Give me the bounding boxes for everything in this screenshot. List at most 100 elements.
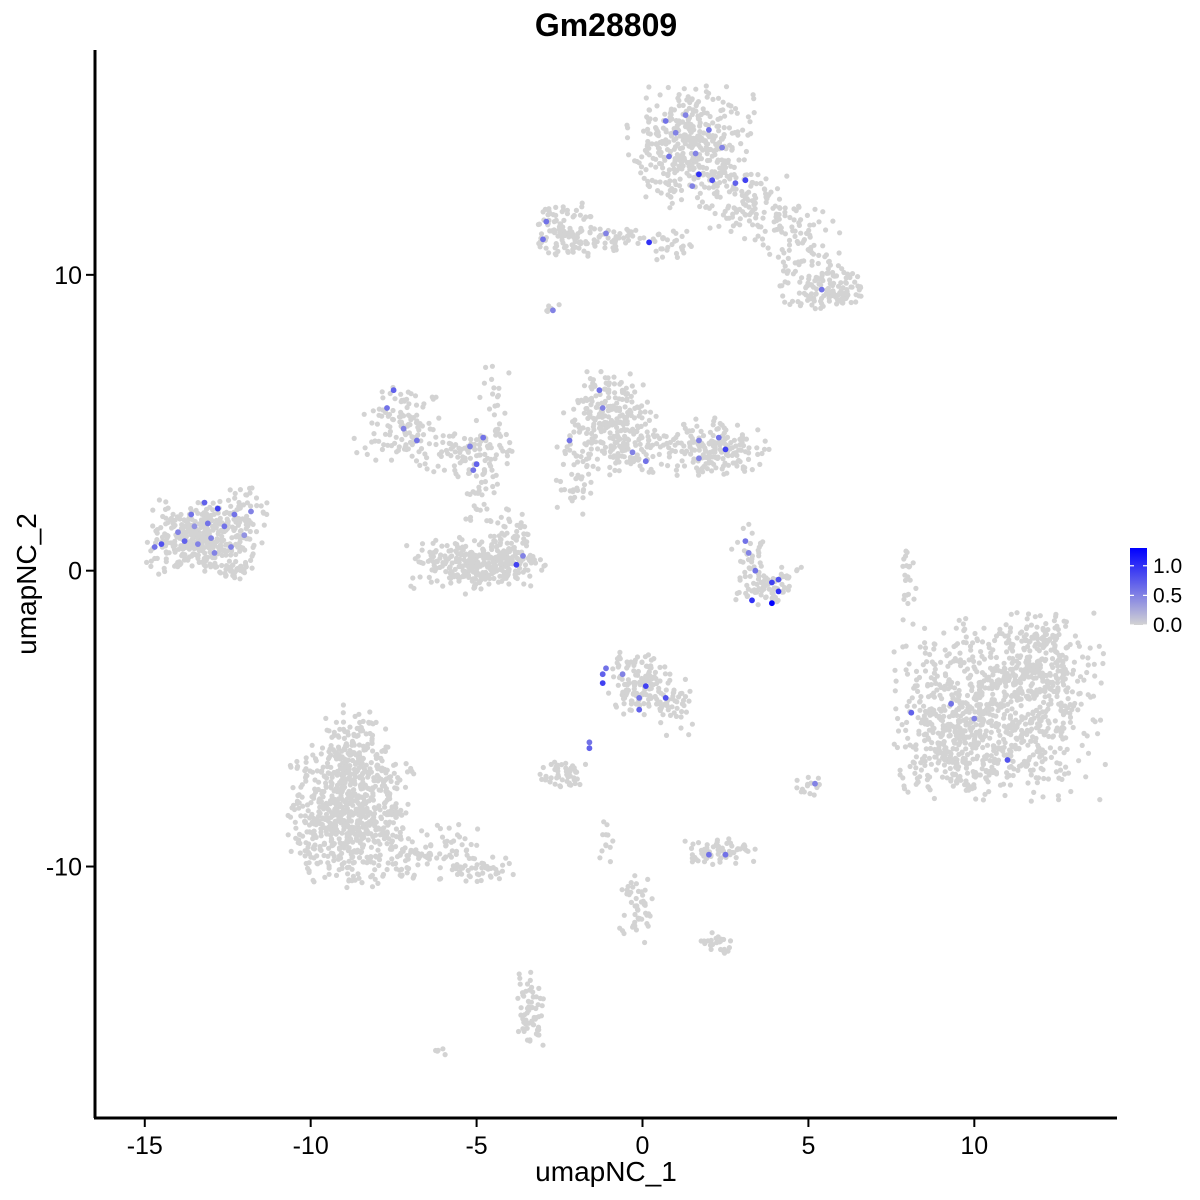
background-cell-point bbox=[1050, 733, 1056, 739]
background-cell-point bbox=[930, 725, 936, 731]
background-cell-point bbox=[356, 875, 362, 881]
background-cell-point bbox=[497, 566, 503, 573]
background-cell-point bbox=[938, 659, 944, 665]
background-cell-point bbox=[673, 118, 679, 124]
background-cell-point bbox=[743, 148, 750, 155]
background-cell-point bbox=[451, 838, 457, 844]
background-cell-point bbox=[555, 248, 561, 254]
background-cell-point bbox=[984, 702, 990, 708]
background-cell-point bbox=[408, 765, 414, 772]
background-cell-point bbox=[538, 231, 545, 237]
background-cell-point bbox=[487, 555, 493, 561]
background-cell-point bbox=[907, 763, 913, 770]
background-cell-point bbox=[1025, 780, 1031, 786]
background-cell-point bbox=[1053, 672, 1059, 679]
background-cell-point bbox=[501, 548, 507, 554]
background-cell-point bbox=[1025, 611, 1032, 617]
background-cell-point bbox=[722, 113, 728, 119]
background-cell-point bbox=[1035, 775, 1042, 781]
background-cell-point bbox=[663, 732, 670, 739]
background-cell-point bbox=[598, 426, 604, 432]
background-cell-point bbox=[838, 288, 844, 294]
background-cell-point bbox=[939, 774, 946, 780]
background-cell-point bbox=[240, 516, 246, 522]
background-cell-point bbox=[746, 189, 752, 195]
background-cell-point bbox=[743, 590, 749, 597]
background-cell-point bbox=[904, 703, 910, 709]
background-cell-point bbox=[709, 203, 715, 209]
background-cell-point bbox=[163, 499, 169, 505]
background-cell-point bbox=[219, 562, 225, 569]
background-cell-point bbox=[911, 596, 917, 602]
background-cell-point bbox=[961, 759, 967, 765]
background-cell-point bbox=[682, 676, 689, 683]
background-cell-point bbox=[1043, 650, 1049, 656]
background-cell-point bbox=[185, 520, 191, 526]
background-cell-point bbox=[677, 165, 684, 171]
background-cell-point bbox=[1018, 653, 1024, 659]
background-cell-point bbox=[303, 772, 309, 778]
background-cell-point bbox=[715, 426, 721, 432]
background-cell-point bbox=[755, 451, 761, 457]
background-cell-point bbox=[434, 578, 440, 584]
background-cell-point bbox=[311, 879, 317, 885]
background-cell-point bbox=[948, 776, 954, 782]
background-cell-point bbox=[645, 178, 651, 184]
background-cell-point bbox=[749, 530, 755, 536]
background-cell-point bbox=[309, 811, 315, 817]
background-cell-point bbox=[645, 138, 651, 145]
background-cell-point bbox=[1072, 700, 1078, 707]
background-cell-point bbox=[641, 128, 647, 134]
background-cell-point bbox=[658, 690, 664, 696]
background-cell-point bbox=[288, 764, 294, 770]
background-cell-point bbox=[391, 804, 397, 810]
background-cell-point bbox=[807, 222, 813, 228]
background-cell-point bbox=[1055, 793, 1061, 799]
background-cell-point bbox=[364, 785, 371, 791]
background-cell-point bbox=[751, 110, 757, 116]
background-cell-point bbox=[544, 308, 550, 314]
background-cell-point bbox=[455, 551, 461, 557]
background-cell-point bbox=[678, 440, 684, 446]
background-cell-point bbox=[621, 711, 627, 717]
background-cell-point bbox=[768, 189, 774, 195]
background-cell-point bbox=[290, 785, 296, 791]
background-cell-point bbox=[303, 759, 309, 765]
background-cell-point bbox=[679, 145, 686, 151]
background-cell-point bbox=[1091, 610, 1097, 616]
background-cell-point bbox=[990, 672, 996, 678]
background-cell-point bbox=[438, 876, 444, 882]
background-cell-point bbox=[913, 742, 919, 748]
background-cell-point bbox=[1102, 761, 1108, 768]
background-cell-point bbox=[970, 756, 976, 762]
background-cell-point bbox=[338, 777, 344, 784]
background-cell-point bbox=[396, 444, 402, 450]
background-cell-point bbox=[342, 784, 348, 790]
background-cell-point bbox=[1001, 675, 1007, 681]
background-cell-point bbox=[962, 740, 969, 746]
background-cell-point bbox=[942, 769, 948, 775]
background-cell-point bbox=[476, 452, 482, 458]
background-cell-point bbox=[963, 746, 969, 752]
background-cell-point bbox=[689, 111, 695, 118]
background-cell-point bbox=[633, 227, 639, 233]
background-cell-point bbox=[703, 83, 709, 89]
background-cell-point bbox=[957, 650, 963, 656]
background-cell-point bbox=[483, 364, 489, 370]
background-cell-point bbox=[773, 211, 780, 217]
background-cell-point bbox=[1027, 648, 1033, 654]
background-cell-point bbox=[1006, 677, 1012, 684]
background-cell-point bbox=[463, 543, 469, 550]
background-cell-point bbox=[643, 167, 649, 173]
background-cell-point bbox=[448, 547, 454, 554]
background-cell-point bbox=[755, 172, 761, 178]
background-cell-point bbox=[673, 250, 680, 257]
background-cell-point bbox=[323, 715, 329, 722]
background-cell-point bbox=[742, 212, 749, 218]
background-cell-point bbox=[586, 471, 592, 477]
background-cell-point bbox=[726, 102, 732, 108]
background-cell-point bbox=[735, 539, 741, 545]
background-cell-point bbox=[211, 511, 217, 517]
background-cell-point bbox=[367, 766, 373, 772]
background-cell-point bbox=[759, 236, 766, 242]
